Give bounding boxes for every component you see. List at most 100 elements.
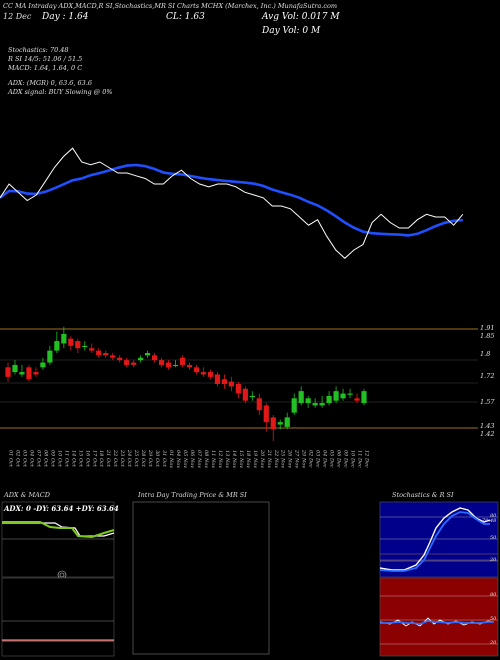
price-label: 1.42 [480, 430, 495, 438]
date-label: 04 Oct [28, 450, 34, 468]
candle-body [172, 364, 179, 367]
candle-body [221, 379, 227, 384]
date-label: 10 Dec [350, 450, 356, 468]
date-label: 26 Nov [287, 449, 293, 468]
adx-line-white [2, 522, 115, 537]
date-label: 11 Dec [357, 450, 363, 468]
candle-body [249, 395, 255, 398]
candle-body [89, 348, 95, 351]
date-label: 06 Nov [189, 450, 195, 468]
date-label: 23 Oct [119, 449, 125, 468]
date-label: 11 Oct [63, 450, 69, 468]
date-label: 04 Nov [175, 450, 181, 468]
price-label: 1.57 [480, 398, 495, 406]
date-label: 27 Nov [294, 449, 300, 468]
date-label: 05 Dec [329, 450, 335, 468]
day-label: Day : 1.64 [42, 12, 89, 22]
date-label: 29 Nov [301, 449, 307, 468]
candle-body [12, 364, 18, 373]
adx-panel-title: ADX & MACD [4, 491, 50, 499]
candle-body [193, 367, 200, 373]
adx-values: ADX: 0 -DY: 63.64 +DY: 63.64 [4, 504, 119, 513]
date-label: 02 Dec [308, 450, 314, 468]
rsi-readout: R SI 14/5: 51.06 / 51.5 [8, 55, 83, 63]
price-label: 1.72 [480, 372, 495, 380]
date-label: 04 Dec [322, 450, 328, 468]
rsi-avg-line [380, 620, 494, 625]
date-label: 08 Oct [42, 450, 48, 468]
day-vol: Day Vol: 0 M [262, 26, 321, 36]
candle-body [200, 372, 207, 375]
date-label: 16 Oct [84, 450, 90, 468]
intraday-panel-title: Intra Day Trading Price & MR SI [138, 491, 247, 499]
candle-body [40, 362, 46, 368]
stoch-level-label: 80 [490, 513, 497, 519]
adx-readout: ADX: (MGR) 0, 63.6, 63.6 [8, 79, 93, 87]
adx-marker [57, 570, 67, 580]
candle-body [117, 357, 123, 361]
candle-body [103, 353, 109, 356]
adx-signal: ADX signal: BUY Slowing @ 0% [8, 88, 113, 96]
date-label: 05 Nov [182, 450, 188, 468]
candle-body [33, 372, 39, 375]
date-label: 07 Nov [196, 450, 202, 468]
date-label: 25 Nov [280, 449, 286, 468]
price-label: 1.91 [480, 324, 495, 332]
candle-body [263, 405, 269, 423]
header-line: CC MA Intraday ADX,MACD,R SI,Stochastics… [3, 2, 338, 10]
stoch-value-label: 70.48 [482, 518, 497, 524]
stoch-panel [379, 501, 499, 578]
candle-body [68, 338, 74, 346]
candle-body [5, 367, 11, 377]
price-line [0, 147, 464, 259]
stoch-k-line [379, 507, 491, 571]
date-label: 08 Nov [203, 450, 209, 468]
date-label: 11 Nov [210, 450, 216, 468]
candle-body [96, 350, 102, 356]
candle-body [347, 393, 353, 395]
date-label: 01 Nov [168, 450, 174, 468]
date-label: 09 Dec [343, 450, 349, 468]
stoch-d-line [379, 511, 490, 572]
date-label: 01 Oct [8, 450, 14, 468]
candle-body [47, 350, 53, 363]
date-label: 25 Oct [133, 449, 139, 468]
date-label: 10 Oct [56, 450, 62, 468]
date-label: 29 Oct [147, 449, 153, 468]
stoch-readout: Stochastics: 70.48 [8, 46, 69, 54]
candle-body [124, 360, 130, 365]
candle-body [145, 353, 151, 356]
candle-body [214, 374, 221, 384]
candle-body [333, 391, 339, 401]
avg-vol: Avg Vol: 0.017 M [262, 12, 340, 22]
date-label: 20 Nov [259, 449, 265, 468]
close-label: CL: 1.63 [166, 12, 205, 22]
date-label: 22 Oct [112, 449, 118, 468]
candle-body [61, 333, 67, 344]
candle-body [256, 398, 262, 411]
candle-body [26, 367, 32, 380]
candle-body [298, 391, 304, 404]
date-label: 12 Dec [3, 12, 32, 21]
candle-body [361, 391, 367, 404]
candle-body [235, 384, 241, 394]
candle-body [270, 417, 276, 430]
date-label: 24 Oct [126, 449, 132, 468]
intraday-panel [132, 501, 270, 655]
rsi-level-label: 50 [490, 616, 497, 622]
candle-body [54, 341, 60, 351]
candle-body [82, 345, 88, 348]
date-label: 12 Nov [217, 450, 223, 468]
date-label: 30 Oct [154, 450, 160, 468]
candle-body [326, 395, 332, 404]
candle-body [277, 422, 283, 425]
candle-body [305, 398, 311, 404]
date-label: 13 Nov [224, 450, 230, 468]
date-label: 03 Oct [21, 450, 27, 468]
stoch-level-label: 50 [490, 535, 497, 541]
rsi-level-label: 80 [490, 592, 497, 598]
candle-body [312, 403, 318, 406]
date-label: 09 Oct [49, 450, 55, 468]
stoch-level-label: 20 [490, 557, 497, 563]
candle-body [110, 355, 116, 358]
